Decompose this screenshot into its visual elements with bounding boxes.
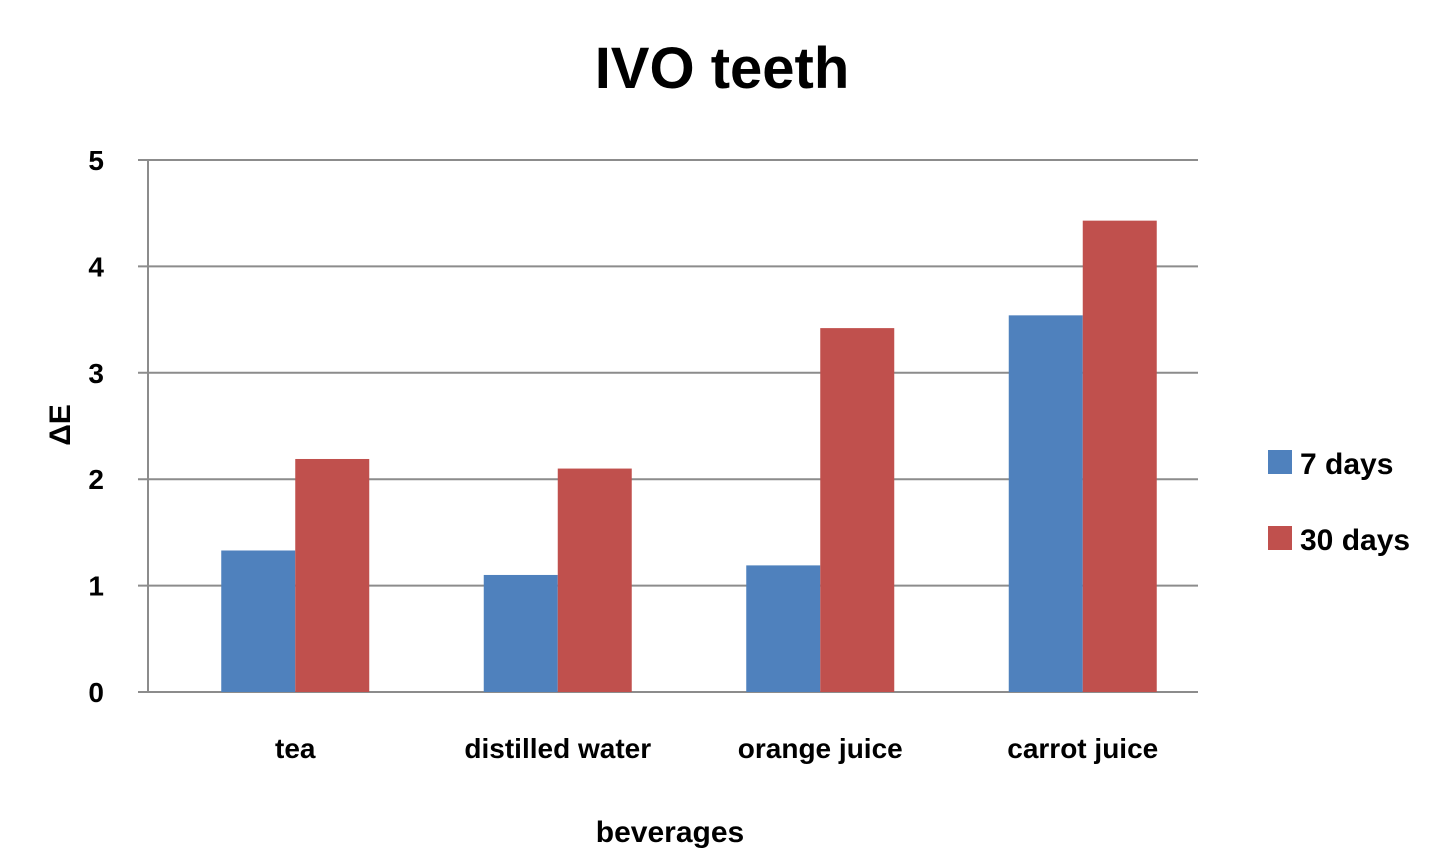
y-tick-label: 2 (88, 464, 104, 495)
bar-30-days-tea (295, 458, 370, 692)
bar-7-days-distilled-water (483, 574, 558, 692)
y-tick-labels: 0 1 2 3 4 5 (88, 145, 104, 708)
bar-7-days-tea (221, 550, 296, 692)
legend-swatch (1268, 450, 1292, 474)
bar-30-days-carrot-juice (1082, 220, 1157, 692)
y-tick-label: 3 (88, 358, 104, 389)
legend-label: 30 days (1300, 524, 1410, 557)
x-tick-label: carrot juice (1007, 733, 1158, 764)
y-tick-label: 4 (88, 251, 104, 282)
legend-label: 7 days (1300, 448, 1393, 481)
x-axis-label: beverages (596, 816, 744, 849)
y-axis-label: ΔE (44, 404, 77, 446)
x-tick-label: distilled water (464, 733, 651, 764)
chart-title: IVO teeth (595, 36, 850, 101)
legend-swatch (1268, 526, 1292, 550)
x-tick-label: orange juice (738, 733, 903, 764)
y-tick-label: 0 (88, 677, 104, 708)
x-tick-label: tea (275, 733, 316, 764)
bar-7-days-carrot-juice (1008, 315, 1083, 692)
y-tick-label: 1 (88, 571, 104, 602)
legend: 7 days 30 days (1268, 448, 1410, 557)
bar-7-days-orange-juice (746, 565, 821, 692)
bars (221, 220, 1157, 692)
bar-30-days-orange-juice (820, 328, 895, 692)
bar-30-days-distilled-water (557, 468, 632, 692)
y-tick-label: 5 (88, 145, 104, 176)
x-tick-labels: tea distilled water orange juice carrot jui… (275, 733, 1158, 764)
